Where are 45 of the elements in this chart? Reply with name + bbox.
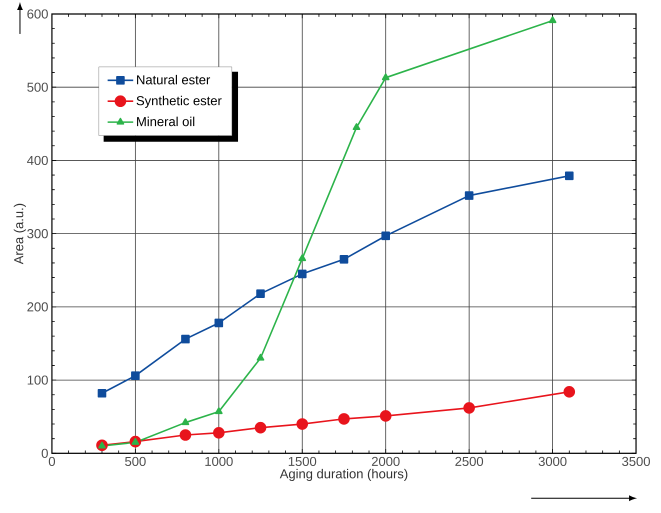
point bbox=[180, 429, 192, 441]
point bbox=[214, 407, 223, 414]
x-tick-label: 2500 bbox=[455, 456, 484, 466]
point bbox=[464, 191, 474, 200]
point bbox=[256, 354, 264, 361]
y-tick-label: 300 bbox=[27, 228, 48, 238]
point bbox=[340, 254, 348, 264]
point bbox=[298, 270, 307, 278]
y-tick-label: 500 bbox=[27, 82, 48, 92]
x-axis-title: Aging duration (hours) bbox=[280, 468, 408, 481]
y-tick-label: 600 bbox=[27, 9, 48, 18]
x-tick-label: 1500 bbox=[288, 456, 316, 466]
y-tick-label: 400 bbox=[27, 156, 48, 165]
x-tick-label: 2000 bbox=[372, 456, 400, 466]
point bbox=[256, 289, 265, 298]
x-tick-label: 3000 bbox=[538, 456, 567, 466]
point bbox=[214, 318, 224, 328]
point bbox=[182, 418, 190, 425]
point bbox=[131, 371, 140, 380]
point bbox=[381, 231, 390, 240]
point bbox=[181, 334, 190, 344]
x-tick-label: 0 bbox=[48, 456, 56, 466]
legend-label: Natural ester bbox=[137, 74, 210, 84]
legend-label: Mineral oil bbox=[137, 116, 194, 126]
y-tick-label: 100 bbox=[28, 375, 48, 385]
point bbox=[213, 426, 225, 438]
point bbox=[463, 402, 475, 414]
y-tick-label: 200 bbox=[27, 302, 48, 312]
point bbox=[338, 412, 350, 425]
point bbox=[254, 422, 266, 434]
legend-label: Synthetic ester bbox=[136, 96, 222, 108]
x-tick-label: 500 bbox=[125, 456, 146, 466]
point bbox=[352, 123, 360, 130]
y-tick-label: 0 bbox=[42, 448, 48, 458]
point bbox=[382, 73, 390, 80]
point bbox=[563, 386, 576, 398]
x-tick-label: 1000 bbox=[205, 456, 233, 466]
point bbox=[296, 418, 308, 430]
point bbox=[298, 254, 306, 261]
point bbox=[98, 388, 106, 398]
point bbox=[548, 16, 556, 24]
y-axis-title: Area (a.u.) bbox=[14, 204, 26, 264]
point bbox=[380, 410, 392, 422]
x-tick-label: 3500 bbox=[622, 456, 650, 466]
point bbox=[564, 171, 574, 180]
